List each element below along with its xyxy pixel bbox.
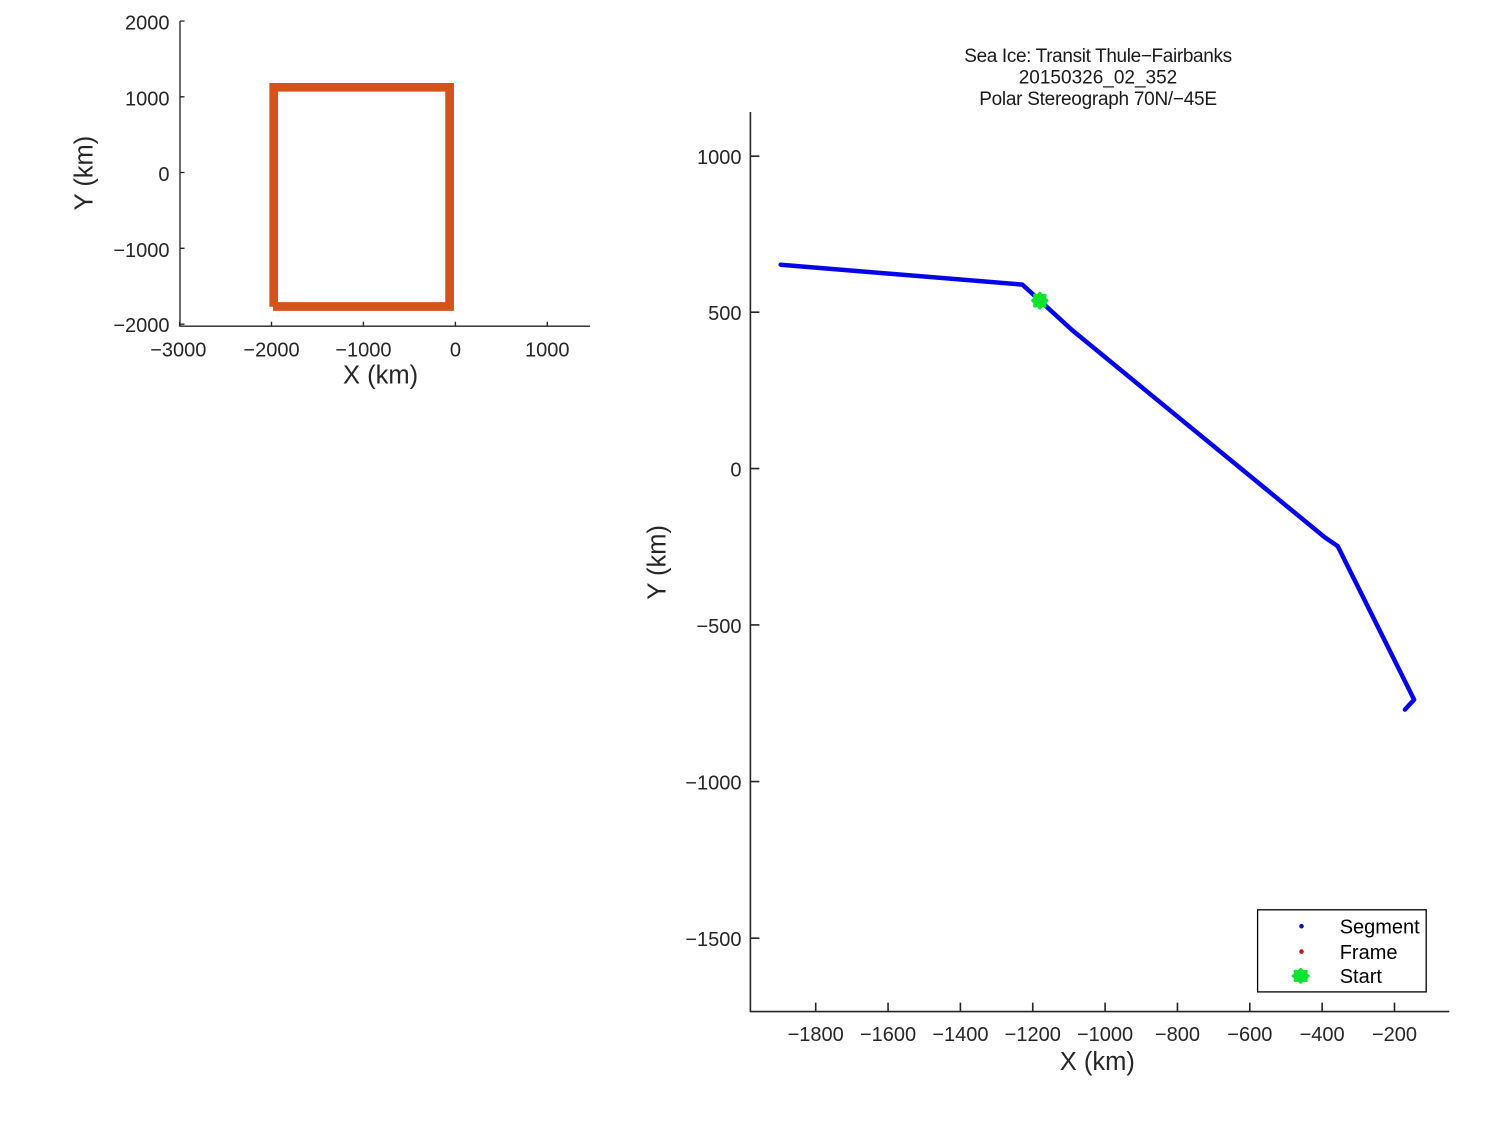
svg-text:500: 500 [708,303,741,325]
svg-text:1000: 1000 [125,88,170,110]
svg-text:Y (km): Y (km) [644,525,672,600]
svg-text:0: 0 [450,339,461,361]
svg-text:−1000: −1000 [113,240,169,262]
svg-text:Frame: Frame [1340,942,1398,964]
svg-text:−1000: −1000 [335,339,391,361]
svg-text:−200: −200 [1372,1024,1417,1046]
svg-text:−1500: −1500 [685,929,741,951]
svg-text:Y (km): Y (km) [71,136,99,211]
svg-text:−500: −500 [696,616,741,638]
svg-text:−1200: −1200 [1005,1024,1061,1046]
svg-text:−800: −800 [1155,1024,1200,1046]
svg-text:2000: 2000 [125,13,170,35]
svg-text:−2000: −2000 [243,339,299,361]
svg-text:−1600: −1600 [860,1024,916,1046]
svg-text:0: 0 [158,164,169,186]
svg-text:−400: −400 [1300,1024,1345,1046]
svg-text:1000: 1000 [697,147,742,169]
svg-text:−1400: −1400 [932,1024,988,1046]
svg-text:−1800: −1800 [788,1024,844,1046]
svg-text:1000: 1000 [525,339,570,361]
svg-text:−3000: −3000 [150,339,206,361]
svg-text:X (km): X (km) [343,362,418,390]
svg-text:−1000: −1000 [1077,1024,1133,1046]
svg-text:Segment: Segment [1340,917,1420,939]
svg-text:Start: Start [1340,966,1383,988]
svg-text:Polar Stereograph 70N/−45E: Polar Stereograph 70N/−45E [979,89,1217,110]
svg-text:−1000: −1000 [685,773,741,795]
svg-text:Sea Ice: Transit Thule−Fairban: Sea Ice: Transit Thule−Fairbanks [964,46,1231,67]
svg-text:0: 0 [730,460,741,482]
svg-text:−2000: −2000 [113,315,169,337]
svg-text:20150326_02_352: 20150326_02_352 [1019,68,1178,89]
svg-text:X (km): X (km) [1060,1048,1135,1076]
svg-text:−600: −600 [1227,1024,1272,1046]
